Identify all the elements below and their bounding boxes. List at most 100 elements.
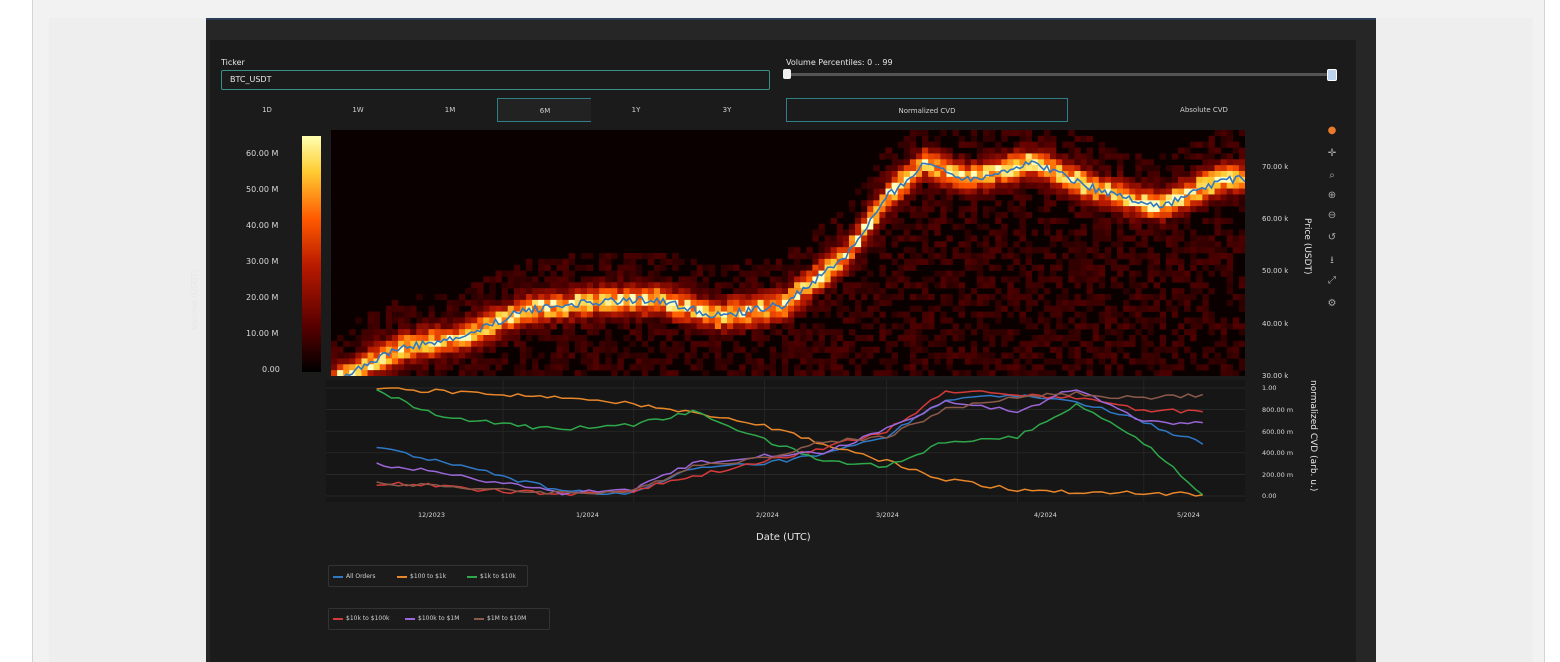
heatmap-cell <box>1056 235 1063 242</box>
zoom-icon[interactable]: ⌕ <box>1329 170 1335 181</box>
price-volume-heatmap[interactable] <box>331 130 1245 376</box>
legend-item[interactable]: $100k to $1M <box>405 615 459 622</box>
heatmap-cell <box>1117 159 1124 166</box>
heatmap-cell <box>769 346 777 353</box>
heatmap-cell <box>513 276 521 283</box>
heatmap-cell <box>1208 270 1215 277</box>
heatmap-cell <box>477 288 484 295</box>
heatmap-cell <box>507 299 515 307</box>
volume-percentiles-slider-track[interactable] <box>786 73 1337 76</box>
heatmap-cell <box>1232 194 1240 201</box>
timeframe-button-3y[interactable]: 3Y <box>683 98 771 122</box>
heatmap-cell <box>355 352 362 359</box>
heatmap-cell <box>1123 317 1130 324</box>
zoom-out-icon[interactable]: ⊖ <box>1327 210 1337 221</box>
timeframe-button-1d[interactable]: 1D <box>222 98 312 122</box>
legend-item[interactable]: $1k to $10k <box>467 573 516 580</box>
heatmap-cell <box>964 253 972 260</box>
heatmap-cell <box>1196 364 1203 371</box>
heatmap-cell <box>1013 159 1020 166</box>
heatmap-cell <box>788 346 795 353</box>
heatmap-cell <box>1214 200 1221 207</box>
heatmap-cell <box>745 276 752 283</box>
slider-handle-low[interactable] <box>783 69 791 79</box>
timeframe-button-1m[interactable]: 1M <box>405 98 495 122</box>
heatmap-cell <box>970 182 978 189</box>
heatmap-cell <box>343 370 350 376</box>
heatmap-cell <box>550 299 557 307</box>
heatmap-cell <box>1050 200 1057 207</box>
heatmap-cell <box>989 253 996 260</box>
heatmap-cell <box>599 294 606 301</box>
heatmap-cell <box>702 276 710 283</box>
heatmap-cell <box>928 200 935 207</box>
heatmap-cell <box>1129 258 1136 266</box>
pan-icon[interactable]: ✛ <box>1327 148 1337 159</box>
heatmap-cell <box>1007 171 1014 178</box>
heatmap-cell <box>1220 253 1228 260</box>
heatmap-cell <box>513 311 521 318</box>
timeframe-button-1y[interactable]: 1Y <box>591 98 681 122</box>
heatmap-cell <box>982 182 990 189</box>
legend-item[interactable]: $10k to $100k <box>333 615 390 622</box>
legend-item[interactable]: $100 to $1k <box>397 573 446 580</box>
heatmap-cell <box>1037 159 1045 166</box>
heatmap-cell <box>489 311 496 318</box>
heatmap-cell <box>952 270 959 277</box>
heatmap-cell <box>757 305 764 312</box>
heatmap-cell <box>641 358 649 365</box>
autoscale-icon[interactable]: ⤢ <box>1328 275 1336 286</box>
normalized-cvd-button[interactable]: Normalized CVD <box>786 98 1068 122</box>
heatmap-cell <box>928 317 935 324</box>
heatmap-cell <box>513 305 521 312</box>
heatmap-cell <box>349 329 356 336</box>
heatmap-cell <box>1220 141 1228 148</box>
heatmap-cell <box>806 370 813 376</box>
heatmap-cell <box>733 323 740 330</box>
timeframe-button-1w[interactable]: 1W <box>313 98 403 122</box>
heatmap-cell <box>1214 340 1221 348</box>
reset-icon[interactable]: ↺ <box>1327 232 1337 243</box>
heatmap-cell <box>1177 171 1185 178</box>
timeframe-button-6m[interactable]: 6M <box>497 98 593 122</box>
heatmap-cell <box>562 258 569 266</box>
cvd-line-chart[interactable] <box>326 380 1245 502</box>
heatmap-cell <box>867 241 874 248</box>
heatmap-cell <box>830 270 838 277</box>
heatmap-cell <box>708 317 716 324</box>
heatmap-cell <box>818 288 825 295</box>
heatmap-cell <box>696 264 703 271</box>
settings-icon[interactable]: ⚙ <box>1327 298 1337 309</box>
heatmap-cell <box>1037 165 1045 172</box>
heatmap-cell <box>367 346 374 353</box>
heatmap-cell <box>1220 182 1228 189</box>
download-icon[interactable]: ⭳ <box>1330 255 1334 266</box>
heatmap-cell <box>666 317 673 324</box>
heatmap-cell <box>1177 212 1185 219</box>
heatmap-cell <box>641 276 649 283</box>
plotly-logo-icon[interactable]: ● <box>1327 125 1337 136</box>
heatmap-cell <box>1098 153 1106 160</box>
cvd-x-tick: 2/2024 <box>756 511 779 519</box>
heatmap-cell <box>525 323 533 330</box>
heatmap-cell <box>477 317 484 324</box>
heatmap-cell <box>1238 147 1245 154</box>
heatmap-cell <box>1037 153 1045 160</box>
heatmap-cell <box>720 299 728 307</box>
heatmap-cell <box>830 370 838 376</box>
heatmap-cell <box>781 340 789 348</box>
heatmap-cell <box>976 352 984 359</box>
cvd-series-3 <box>376 390 1203 497</box>
absolute-cvd-button[interactable]: Absolute CVD <box>1070 98 1338 122</box>
heatmap-cell <box>1184 223 1191 230</box>
heatmap-cell <box>1068 130 1075 137</box>
heatmap-cell <box>1147 276 1154 283</box>
heatmap-cell <box>690 282 697 289</box>
heatmap-cell <box>897 311 905 318</box>
legend-item[interactable]: All Orders <box>333 573 376 580</box>
heatmap-cell <box>903 188 911 195</box>
zoom-in-icon[interactable]: ⊕ <box>1327 190 1337 201</box>
ticker-input[interactable]: BTC_USDT <box>221 70 770 90</box>
legend-item[interactable]: $1M to $10M <box>474 615 526 622</box>
slider-handle-high[interactable] <box>1327 69 1337 81</box>
